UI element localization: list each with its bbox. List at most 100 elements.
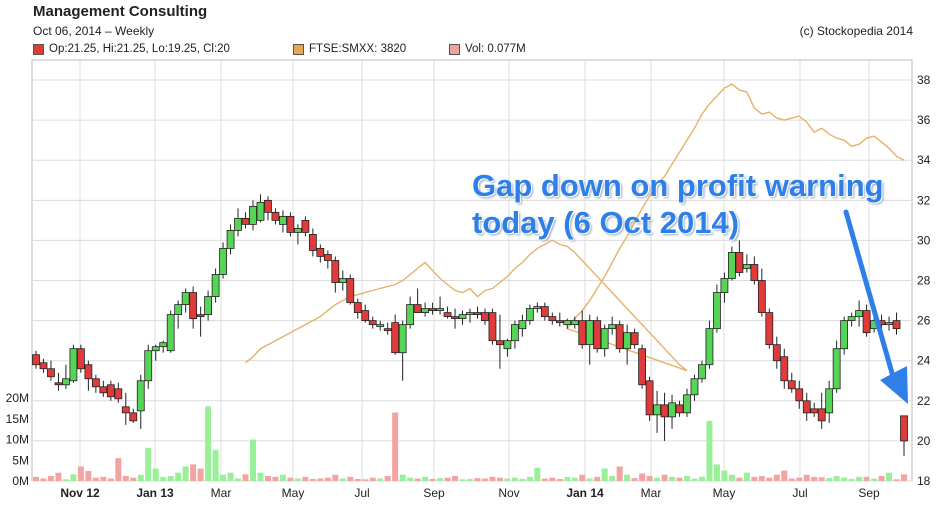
candle-body [481, 312, 489, 322]
candle-body [466, 312, 474, 316]
candle-body [398, 324, 407, 354]
candle-body [742, 264, 751, 269]
volume-bar [901, 474, 907, 481]
candle-body [196, 314, 205, 318]
volume-bar [40, 478, 47, 481]
y-tick-label: 18 [917, 474, 931, 488]
candle-body [780, 356, 789, 382]
legend-swatch-volume [449, 43, 460, 55]
volume-bar [534, 467, 541, 481]
candle-body [727, 252, 736, 279]
y-tick-label: 22 [917, 394, 931, 408]
candle-body [855, 310, 864, 318]
y-tick-label: 38 [917, 73, 931, 87]
candle-body [720, 278, 729, 293]
candle-body [219, 248, 227, 275]
candle-body [555, 320, 564, 324]
volume-bar [706, 420, 713, 481]
candle-body [391, 322, 400, 354]
x-tick-label: Jul [792, 486, 807, 500]
candle-body [900, 415, 908, 442]
volume-bar [811, 476, 818, 481]
candle-body [249, 205, 257, 225]
candle-body [234, 217, 242, 231]
x-tick-label: May [713, 486, 736, 500]
volume-bar [616, 466, 623, 481]
candle-body [151, 346, 160, 352]
volume-bar [130, 477, 137, 481]
candle-body [316, 248, 325, 257]
volume-bar [856, 476, 863, 481]
candle-body [47, 368, 55, 378]
candle-body [159, 342, 168, 348]
legend-swatch-ftse [293, 43, 304, 55]
y-tick-label: 28 [917, 274, 931, 288]
volume-bar [197, 468, 204, 481]
volume-bar [272, 476, 279, 481]
volume-bar [511, 477, 518, 481]
candle-body [533, 306, 542, 309]
volume-bar [556, 478, 563, 481]
volume-bar [220, 474, 227, 481]
volume-bar [848, 478, 855, 481]
candle-body [114, 388, 123, 400]
volume-bar [429, 478, 436, 481]
volume-tick-label: 5M [12, 453, 29, 467]
candle-body [825, 388, 834, 414]
candle-body [144, 350, 153, 382]
volume-bar [377, 478, 384, 481]
candle-body [241, 217, 250, 225]
volume-bar [624, 474, 631, 481]
candle-body [189, 292, 198, 320]
candle-body [279, 215, 287, 225]
candle-body [256, 201, 265, 221]
volume-bar [496, 477, 503, 481]
volume-bar [369, 477, 376, 481]
volume-bar [893, 479, 900, 481]
volume-tick-label: 15M [6, 412, 29, 426]
y-tick-label: 24 [917, 354, 931, 368]
candle-body [76, 348, 85, 370]
candle-body [503, 340, 512, 350]
chart-credit: (c) Stockopedia 2014 [799, 24, 913, 38]
candle-body [361, 310, 370, 322]
volume-bar [669, 476, 676, 481]
candle-body [62, 378, 70, 386]
y-tick-label: 36 [917, 113, 931, 127]
candle-body [338, 278, 347, 283]
volume-bar [227, 472, 234, 481]
volume-bar [541, 478, 548, 481]
candle-body [578, 320, 587, 346]
volume-bar [609, 476, 616, 481]
candle-body [406, 304, 415, 326]
volume-tick-label: 10M [6, 433, 29, 447]
volume-bar [886, 472, 893, 481]
volume-bar [175, 472, 182, 481]
candle-body [630, 332, 639, 346]
candle-body [862, 310, 871, 334]
volume-bar [773, 474, 780, 481]
candle-body [376, 324, 385, 328]
volume-bar [646, 476, 653, 481]
y-tick-label: 34 [917, 153, 931, 167]
candle-body [885, 322, 893, 326]
volume-bar [422, 476, 429, 481]
annotation-arrow-shaft [843, 209, 897, 383]
x-tick-label: Mar [641, 486, 662, 500]
candle-body [496, 340, 504, 346]
candle-body [548, 316, 557, 322]
x-tick-label: Jul [354, 486, 369, 500]
volume-bar [212, 449, 219, 481]
candle-body [802, 400, 811, 414]
y-tick-label: 30 [917, 233, 931, 247]
candle-body [286, 215, 295, 233]
volume-bar [631, 478, 638, 481]
volume-bar [489, 476, 496, 481]
volume-bar [309, 478, 316, 481]
candle-body [443, 312, 452, 318]
candle-body [204, 296, 213, 316]
candle-body [795, 388, 804, 402]
volume-bar [504, 478, 511, 481]
volume-bar [871, 478, 878, 481]
candle-body [735, 252, 744, 273]
